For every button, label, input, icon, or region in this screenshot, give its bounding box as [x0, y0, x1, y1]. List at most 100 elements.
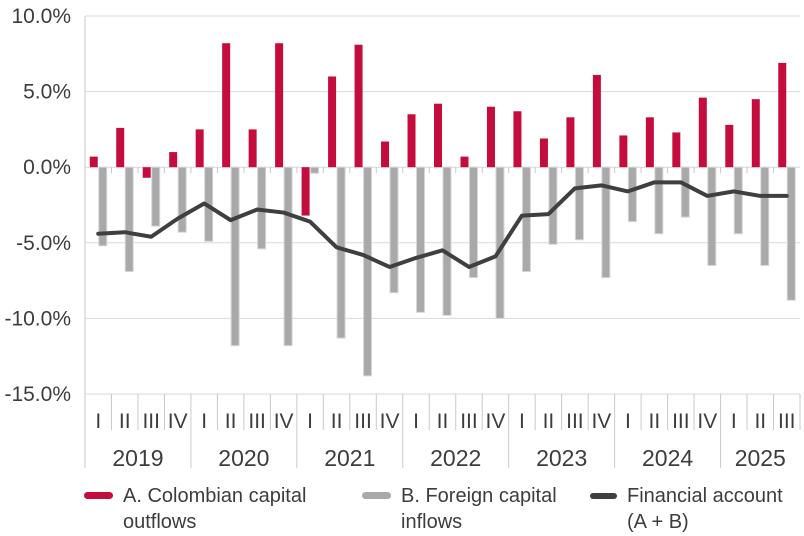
- bar-colombian-outflows: [195, 129, 204, 168]
- quarter-label: II: [543, 410, 555, 433]
- bar-foreign-inflows: [733, 166, 743, 235]
- bar-foreign-inflows: [124, 166, 134, 273]
- quarter-label: III: [142, 410, 160, 433]
- bar-foreign-inflows: [760, 166, 770, 266]
- quarter-label: III: [672, 410, 690, 433]
- bar-colombian-outflows: [116, 127, 125, 168]
- bar-colombian-outflows: [381, 141, 390, 168]
- bar-foreign-inflows: [707, 166, 717, 266]
- bar-colombian-outflows: [645, 117, 654, 168]
- bar-colombian-outflows: [698, 97, 707, 168]
- bar-foreign-inflows: [310, 166, 320, 174]
- year-label: 2025: [735, 445, 786, 471]
- y-axis-label: 0.0%: [23, 156, 71, 179]
- quarter-label: IV: [380, 410, 400, 433]
- quarter-label: II: [225, 410, 237, 433]
- quarter-label: II: [437, 410, 449, 433]
- quarter-label: I: [201, 410, 207, 433]
- bar-colombian-outflows: [248, 129, 257, 168]
- quarter-label: III: [460, 410, 478, 433]
- year-label: 2023: [536, 445, 587, 471]
- year-label: 2024: [642, 445, 693, 471]
- legend-swatch-colombian-outflows: [84, 492, 113, 499]
- legend-swatch-financial-account: [590, 493, 617, 499]
- bar-foreign-inflows: [336, 166, 346, 339]
- quarter-label: IV: [274, 410, 294, 433]
- chart-plot-area: 10.0%5.0%0.0%-5.0%-10.0%-15.0%I II III IV20…: [4, 5, 801, 471]
- quarter-label: II: [649, 410, 661, 433]
- y-axis-label: 5.0%: [23, 81, 71, 104]
- legend-label-foreign-inflows: B. Foreign capital inflows: [401, 485, 557, 533]
- legend-item-financial-account: Financial account (A + B): [590, 483, 783, 535]
- bar-colombian-outflows: [407, 114, 416, 168]
- quarter-label: I: [731, 410, 737, 433]
- year-label: 2022: [430, 445, 481, 471]
- legend-item-colombian-outflows: A. Colombian capital outflows: [84, 483, 306, 535]
- bar-foreign-inflows: [521, 166, 531, 273]
- bar-colombian-outflows: [328, 76, 337, 168]
- year-label: 2020: [218, 445, 269, 471]
- bar-colombian-outflows: [354, 44, 363, 168]
- financial-account-line: [96, 180, 789, 269]
- legend-label-colombian-outflows: A. Colombian capital outflows: [123, 485, 307, 533]
- quarter-label: IV: [168, 410, 188, 433]
- bar-colombian-outflows: [619, 135, 628, 168]
- bar-colombian-outflows: [222, 43, 231, 168]
- bar-colombian-outflows: [301, 167, 310, 216]
- bar-foreign-inflows: [230, 166, 240, 347]
- bar-colombian-outflows: [592, 74, 601, 168]
- bar-colombian-outflows: [89, 156, 98, 168]
- bar-colombian-outflows: [460, 156, 469, 168]
- quarter-label: II: [331, 410, 343, 433]
- y-axis-label: -15.0%: [4, 383, 71, 406]
- bar-colombian-outflows: [539, 138, 548, 168]
- bar-colombian-outflows: [169, 152, 178, 168]
- y-axis-label: -5.0%: [16, 232, 71, 255]
- quarter-label: III: [778, 410, 796, 433]
- quarter-label: IV: [697, 410, 717, 433]
- quarter-label: I: [307, 410, 313, 433]
- year-label: 2019: [112, 445, 163, 471]
- bar-foreign-inflows: [416, 166, 426, 313]
- legend-label-financial-account: Financial account (A + B): [627, 485, 783, 533]
- bar-colombian-outflows: [434, 103, 442, 168]
- year-label: 2021: [324, 445, 375, 471]
- bar-foreign-inflows: [468, 166, 478, 279]
- bar-foreign-inflows: [627, 166, 637, 223]
- bar-colombian-outflows: [751, 99, 760, 168]
- quarter-label: III: [354, 410, 372, 433]
- chart-legend: A. Colombian capital outflows B. Foreign…: [0, 483, 804, 536]
- bar-foreign-inflows: [283, 166, 293, 347]
- quarter-label: III: [566, 410, 584, 433]
- bar-foreign-inflows: [442, 166, 452, 316]
- bar-colombian-outflows: [566, 117, 575, 168]
- bar-foreign-inflows: [574, 166, 584, 241]
- bar-foreign-inflows: [601, 166, 611, 279]
- bar-colombian-outflows: [725, 124, 734, 168]
- quarter-label: II: [119, 410, 131, 433]
- quarter-label: I: [519, 410, 525, 433]
- quarter-label: I: [625, 410, 631, 433]
- bar-foreign-inflows: [177, 166, 187, 233]
- bar-foreign-inflows: [654, 166, 664, 235]
- y-axis-label: 10.0%: [11, 5, 71, 28]
- quarter-label: IV: [591, 410, 611, 433]
- bar-foreign-inflows: [389, 166, 399, 294]
- bar-colombian-outflows: [672, 132, 681, 168]
- bar-foreign-inflows: [786, 166, 796, 301]
- quarter-label: I: [95, 410, 101, 433]
- bar-foreign-inflows: [151, 166, 161, 227]
- legend-swatch-foreign-inflows: [362, 492, 391, 499]
- bar-colombian-outflows: [513, 111, 522, 168]
- bar-foreign-inflows: [98, 166, 108, 247]
- quarter-label: II: [754, 410, 766, 433]
- bar-colombian-outflows: [275, 43, 284, 168]
- bar-foreign-inflows: [363, 166, 373, 377]
- quarter-label: III: [248, 410, 266, 433]
- bar-colombian-outflows: [778, 62, 787, 168]
- bar-colombian-outflows: [142, 167, 151, 178]
- bar-foreign-inflows: [680, 166, 690, 218]
- legend-item-foreign-inflows: B. Foreign capital inflows: [362, 483, 557, 535]
- quarter-label: I: [413, 410, 419, 433]
